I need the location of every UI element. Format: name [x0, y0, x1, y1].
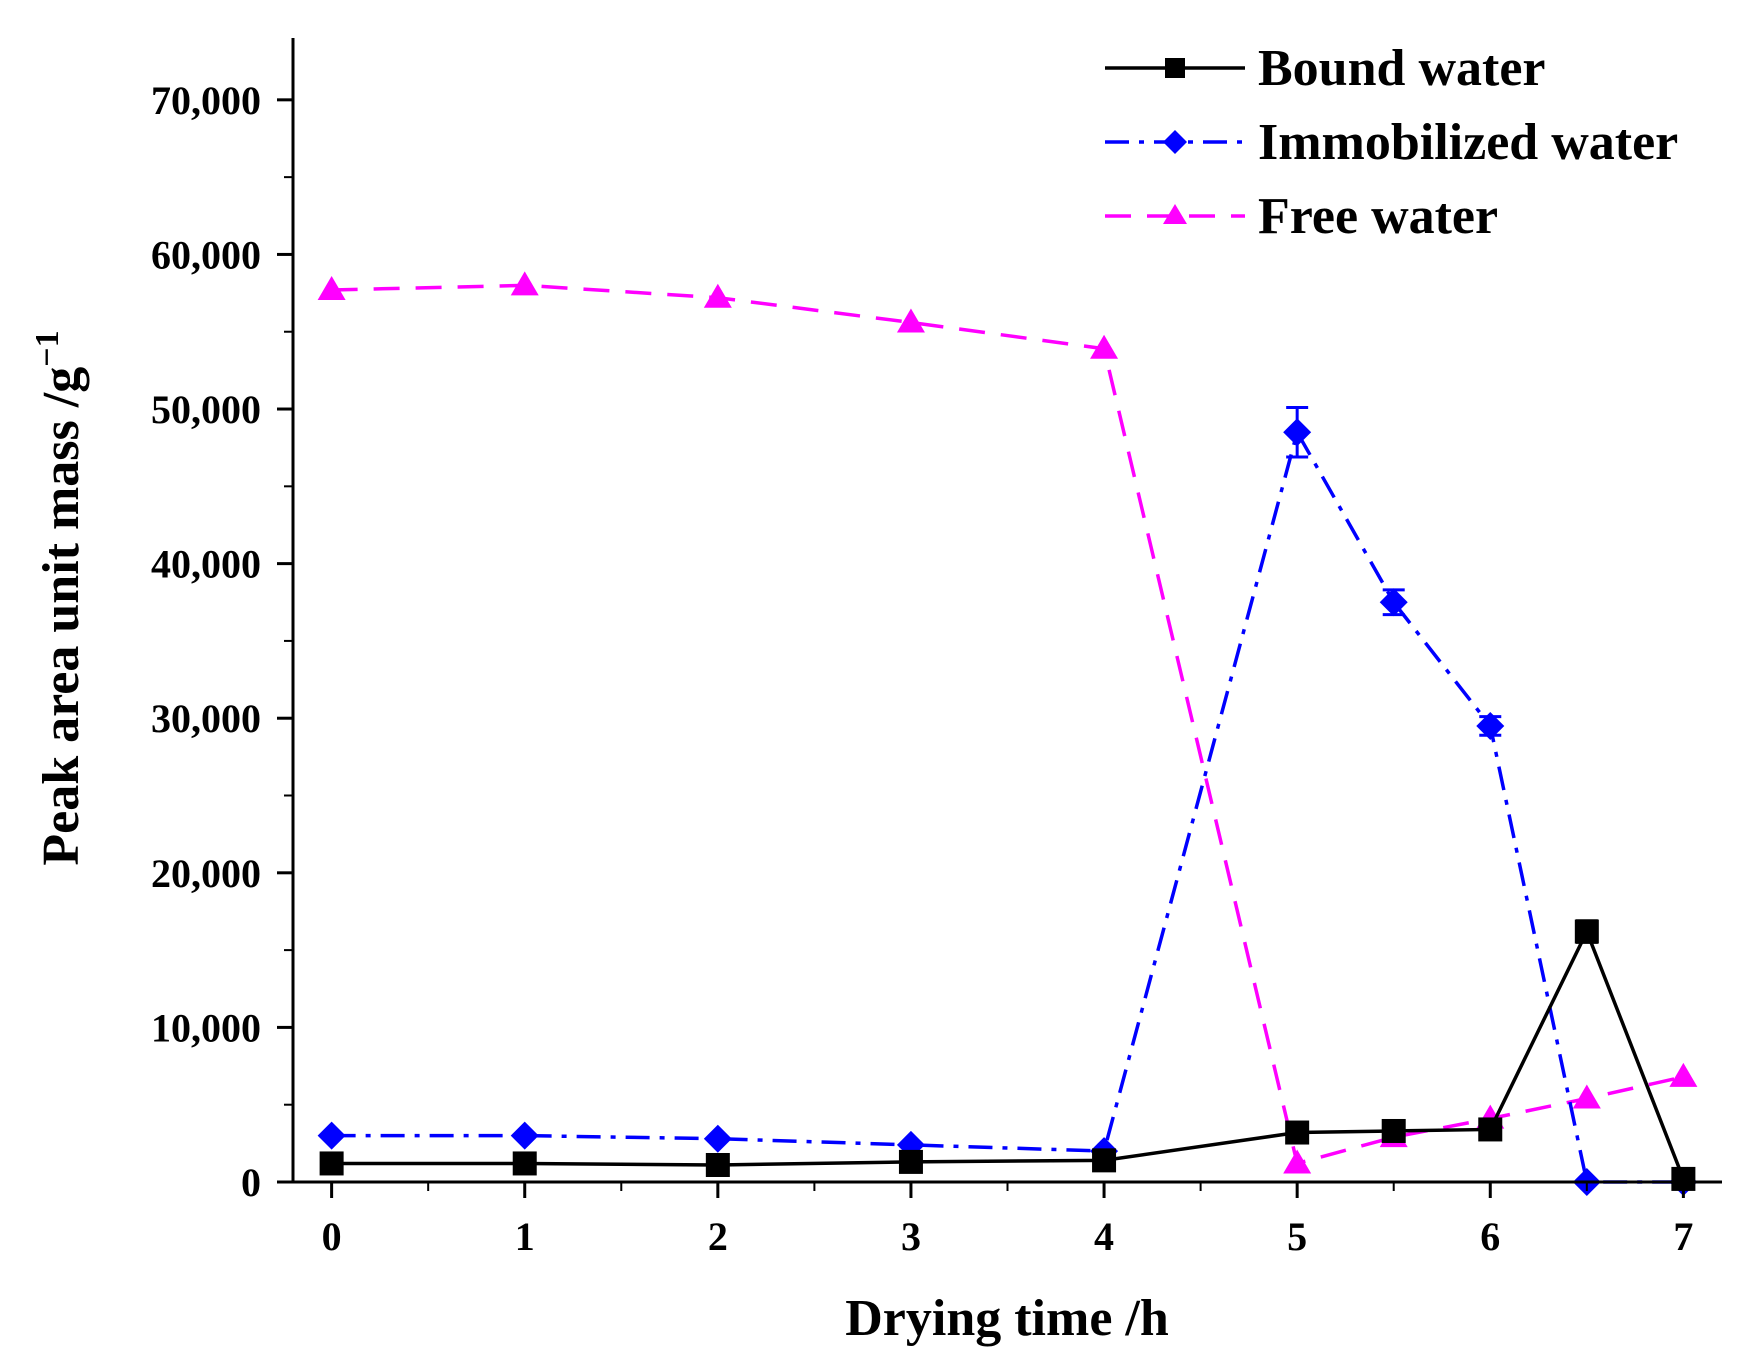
data-point-free-water — [1090, 334, 1119, 359]
y-tick-label: 50,000 — [151, 387, 261, 432]
data-point-free-water — [1572, 1084, 1601, 1109]
legend-item-immobilized-water: Immobilized water — [1105, 114, 1678, 171]
y-tick-label: 10,000 — [151, 1005, 261, 1050]
series-line-immobilized-water — [331, 427, 1684, 1184]
x-tick-label: 1 — [515, 1214, 535, 1259]
data-point-immobilized-water — [1283, 418, 1312, 447]
data-point-bound-water — [512, 1151, 537, 1176]
y-tick-label: 70,000 — [151, 78, 261, 123]
legend-item-free-water: Free water — [1105, 188, 1498, 245]
y-tick-label: 30,000 — [151, 696, 261, 741]
x-tick-label: 0 — [322, 1214, 342, 1259]
data-point-immobilized-water — [1379, 588, 1408, 617]
data-point-immobilized-water — [317, 1121, 346, 1150]
tick-labels: 0 10,000 20,000 30,000 40,000 50,000 60,000 70,… — [151, 78, 1693, 1259]
series-layer — [317, 271, 1698, 1196]
ticks — [277, 98, 1685, 1198]
data-point-immobilized-water — [703, 1124, 732, 1153]
legend-marker-free-water — [1163, 204, 1187, 224]
y-axis-title: Peak area unit mass /g−1 — [29, 330, 90, 865]
data-point-bound-water — [319, 1151, 344, 1176]
legend-label-free-water: Free water — [1258, 188, 1498, 245]
x-tick-label: 3 — [901, 1214, 921, 1259]
y-tick-label: 40,000 — [151, 542, 261, 587]
data-point-bound-water — [898, 1149, 923, 1174]
data-point-free-water — [1283, 1149, 1312, 1174]
x-tick-label: 4 — [1094, 1214, 1114, 1259]
legend-marker-bound-water — [1165, 58, 1185, 78]
data-point-free-water — [1669, 1062, 1698, 1087]
data-point-bound-water — [1285, 1120, 1310, 1145]
y-tick-label: 60,000 — [151, 232, 261, 277]
data-point-bound-water — [1092, 1148, 1117, 1173]
data-point-free-water — [896, 308, 925, 333]
x-tick-label: 2 — [708, 1214, 728, 1259]
x-tick-label: 5 — [1287, 1214, 1307, 1259]
data-point-free-water — [317, 275, 346, 300]
y-axis-title-main: Peak area unit mass /g — [33, 367, 90, 866]
data-point-free-water — [703, 283, 732, 308]
y-axis-title-superscript: −1 — [29, 330, 66, 366]
series-bound-water — [319, 919, 1696, 1191]
x-tick-label: 7 — [1673, 1214, 1693, 1259]
data-point-immobilized-water — [510, 1121, 539, 1150]
data-point-bound-water — [1381, 1118, 1406, 1143]
legend-marker-immobilized-water — [1163, 130, 1187, 154]
data-point-immobilized-water — [1476, 711, 1505, 740]
y-axis-title-group: Peak area unit mass /g−1 — [29, 330, 90, 865]
series-immobilized-water — [317, 405, 1698, 1196]
series-line-bound-water — [331, 927, 1686, 1180]
legend: Bound water Immobilized water Free water — [1105, 40, 1678, 245]
legend-label-immobilized-water: Immobilized water — [1258, 114, 1678, 171]
x-axis-title: Drying time /h — [845, 1290, 1169, 1347]
y-tick-label: 0 — [241, 1160, 261, 1205]
data-point-free-water — [510, 271, 539, 296]
data-point-bound-water — [705, 1152, 730, 1177]
data-point-bound-water — [1478, 1117, 1503, 1142]
y-tick-label: 20,000 — [151, 851, 261, 896]
series-line-free-water — [331, 283, 1684, 1166]
legend-label-bound-water: Bound water — [1258, 40, 1545, 97]
x-tick-label: 6 — [1480, 1214, 1500, 1259]
legend-item-bound-water: Bound water — [1105, 40, 1545, 97]
axes — [291, 38, 1722, 1184]
data-point-bound-water — [1574, 919, 1599, 944]
